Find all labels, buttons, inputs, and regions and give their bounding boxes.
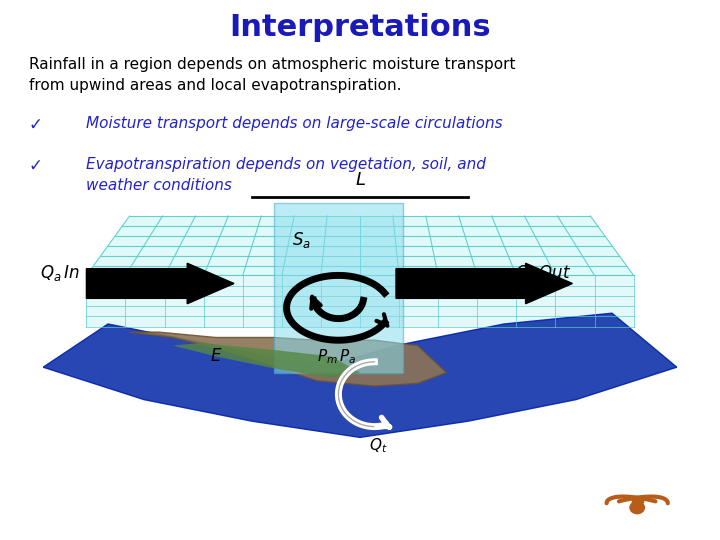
Ellipse shape — [629, 501, 645, 514]
Text: Rainfall in a region depends on atmospheric moisture transport
from upwind areas: Rainfall in a region depends on atmosphe… — [29, 57, 516, 93]
FancyArrow shape — [396, 263, 572, 303]
Polygon shape — [43, 313, 677, 437]
Polygon shape — [173, 343, 360, 378]
Text: $Q_a\,\mathit{In}$: $Q_a\,\mathit{In}$ — [40, 262, 79, 283]
Polygon shape — [86, 275, 634, 327]
Text: $E$: $E$ — [210, 347, 222, 366]
Text: $Q_a\,\mathit{Out}$: $Q_a\,\mathit{Out}$ — [515, 262, 571, 283]
Polygon shape — [130, 332, 446, 386]
Text: Interpretations: Interpretations — [229, 14, 491, 43]
FancyArrow shape — [86, 263, 234, 303]
Text: $P_m\,P_a$: $P_m\,P_a$ — [317, 347, 356, 366]
Text: ✓: ✓ — [29, 157, 42, 174]
Text: Moisture transport depends on large-scale circulations: Moisture transport depends on large-scal… — [86, 116, 503, 131]
Polygon shape — [86, 216, 634, 275]
Text: $L$: $L$ — [354, 171, 366, 189]
Text: $S_a$: $S_a$ — [292, 230, 310, 251]
Bar — [274, 202, 403, 373]
Text: Evapotranspiration depends on vegetation, soil, and
weather conditions: Evapotranspiration depends on vegetation… — [86, 157, 486, 193]
Text: $Q_t$: $Q_t$ — [369, 436, 387, 455]
Text: ✓: ✓ — [29, 116, 42, 134]
